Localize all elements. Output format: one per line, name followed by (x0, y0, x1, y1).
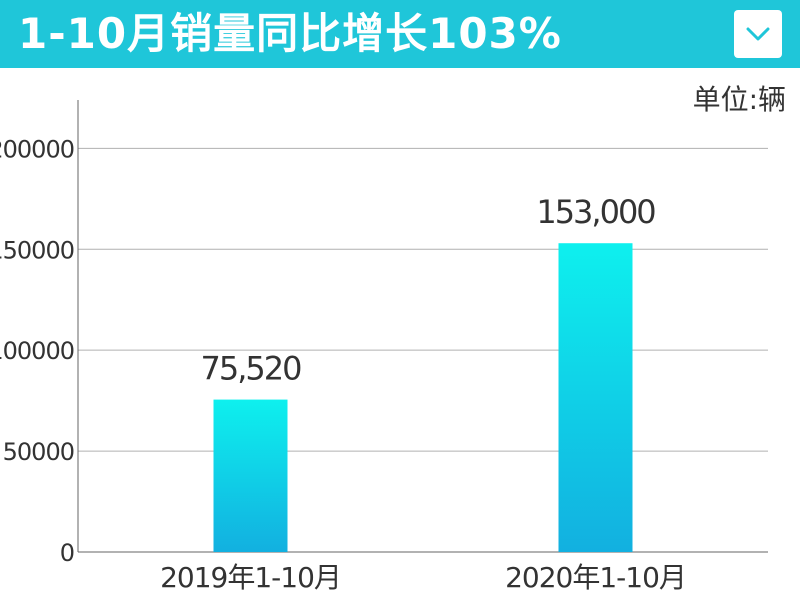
bar (213, 399, 288, 552)
labels: 0 50000 100000 150000 200000 75,520 2019年1-10月… (0, 135, 687, 594)
x-tick-label: 2019年1-10月 (160, 561, 341, 594)
collapse-button[interactable] (734, 10, 782, 58)
y-tick-label: 200000 (0, 135, 74, 163)
chevron-down-icon (746, 27, 770, 41)
axes (77, 100, 768, 553)
y-tick-label: 50000 (3, 438, 74, 466)
y-tick-label: 150000 (0, 236, 74, 264)
bars (213, 243, 633, 552)
bar (558, 243, 633, 552)
unit-label: 单位:辆 (692, 83, 786, 116)
y-tick-label: 0 (60, 539, 74, 567)
data-label: 75,520 (201, 350, 302, 388)
header-bar: 1-10月销量同比增长103% (0, 0, 800, 68)
page-title: 1-10月销量同比增长103% (18, 9, 562, 58)
gridlines (78, 147, 768, 452)
y-tick-label: 100000 (0, 337, 74, 365)
x-tick-label: 2020年1-10月 (505, 561, 686, 594)
data-label: 153,000 (536, 193, 655, 231)
